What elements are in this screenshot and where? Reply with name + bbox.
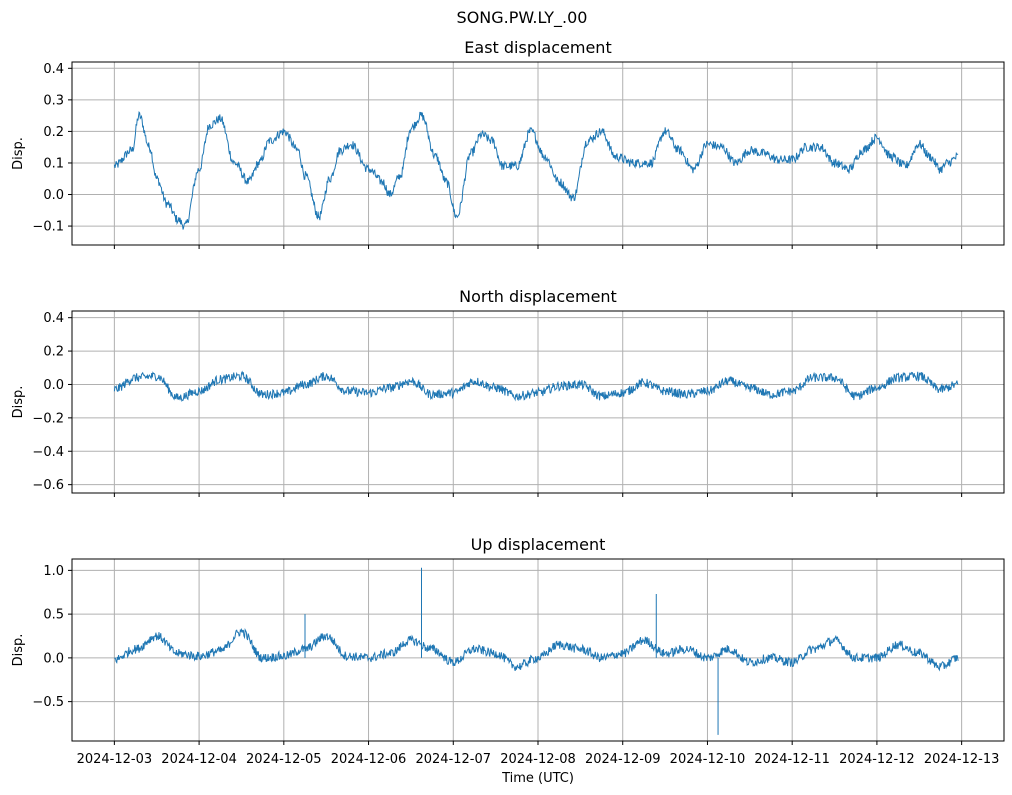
- up-series-line: [114, 567, 959, 735]
- y-tick-label: −0.2: [32, 411, 64, 426]
- y-tick-label: −0.4: [32, 445, 64, 460]
- x-tick-label: 2024-12-10: [670, 752, 746, 767]
- x-ticks: 2024-12-03 2024-12-04 2024-12-05 2024-12-06…: [77, 741, 1000, 767]
- east-displacement-panel: East displacement −0.1 0.0 0.1 0.2 0.3 0.4 Di…: [11, 38, 1005, 249]
- panel-title: East displacement: [464, 38, 611, 57]
- x-tick-label: 2024-12-11: [754, 752, 830, 767]
- y-tick-label: 0.4: [43, 62, 64, 77]
- x-axis-label: Time (UTC): [501, 771, 574, 786]
- y-tick-label: 0.0: [43, 378, 64, 393]
- y-ticks: −0.1 0.0 0.1 0.2 0.3 0.4: [32, 62, 72, 235]
- x-tick-label: 2024-12-06: [331, 752, 407, 767]
- axes-frame: [71, 310, 1005, 494]
- x-tick-label: 2024-12-09: [585, 752, 661, 767]
- grid: [72, 62, 1004, 245]
- y-tick-label: 0.2: [43, 345, 64, 360]
- x-ticks: [113, 493, 963, 497]
- y-tick-label: −0.5: [32, 695, 64, 710]
- x-ticks: [113, 245, 963, 249]
- y-tick-label: 0.0: [43, 188, 64, 203]
- x-tick-label: 2024-12-12: [839, 752, 915, 767]
- east-series-line: [113, 111, 959, 230]
- y-tick-label: −0.6: [32, 478, 64, 493]
- panel-title: Up displacement: [471, 535, 606, 554]
- axes-frame: [71, 558, 1005, 742]
- y-tick-label: 0.0: [43, 651, 64, 666]
- x-tick-label: 2024-12-07: [415, 752, 491, 767]
- x-tick-label: 2024-12-08: [500, 752, 576, 767]
- y-ticks: −0.6 −0.4 −0.2 0.0 0.2 0.4: [32, 311, 72, 493]
- y-tick-label: 0.1: [43, 156, 64, 171]
- y-tick-label: −0.1: [32, 220, 64, 235]
- y-axis-label: Disp.: [11, 137, 26, 170]
- y-tick-label: 0.4: [43, 311, 64, 326]
- north-displacement-panel: North displacement −0.6 −0.4 −0.2 0.0 0.2 0.4…: [11, 287, 1005, 497]
- y-tick-label: 0.3: [43, 93, 64, 108]
- y-tick-label: 0.5: [43, 608, 64, 623]
- y-axis-label: Disp.: [11, 634, 26, 667]
- y-ticks: −0.5 0.0 0.5 1.0: [32, 564, 72, 710]
- up-displacement-panel: Up displacement −0.5 0.0 0.5 1.0 2024-12-03…: [11, 535, 1005, 767]
- axes-frame: [71, 61, 1005, 246]
- x-tick-label: 2024-12-04: [161, 752, 237, 767]
- x-tick-label: 2024-12-03: [77, 752, 153, 767]
- panel-title: North displacement: [459, 287, 617, 306]
- x-tick-label: 2024-12-05: [246, 752, 322, 767]
- x-tick-label: 2024-12-13: [924, 752, 1000, 767]
- figure-suptitle: SONG.PW.LY_.00: [457, 8, 588, 28]
- north-series-line: [113, 370, 959, 402]
- y-tick-label: 1.0: [43, 564, 64, 579]
- grid: [72, 311, 1004, 493]
- y-tick-label: 0.2: [43, 125, 64, 140]
- y-axis-label: Disp.: [11, 386, 26, 419]
